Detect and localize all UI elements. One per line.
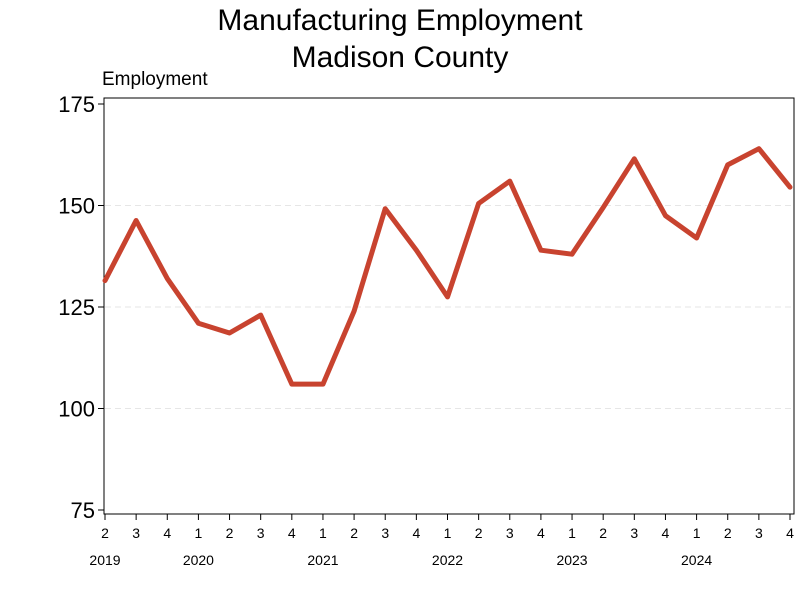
x-tick-label-quarter: 2 xyxy=(350,525,358,541)
data-point xyxy=(165,276,170,281)
x-tick-label-quarter: 4 xyxy=(662,525,670,541)
x-tick-label-quarter: 2 xyxy=(226,525,234,541)
x-tick-label-quarter: 1 xyxy=(444,525,452,541)
data-point xyxy=(538,248,543,253)
x-tick-label-year: 2023 xyxy=(556,552,587,568)
data-point xyxy=(196,321,201,326)
chart-subtitle: Madison County xyxy=(291,41,509,74)
x-tick-label-year: 2022 xyxy=(432,552,463,568)
data-point xyxy=(445,294,450,299)
x-tick-label-year: 2019 xyxy=(89,552,120,568)
x-tick-label-year: 2020 xyxy=(183,552,214,568)
gridlines xyxy=(105,205,793,409)
x-tick-label-quarter: 1 xyxy=(568,525,576,541)
y-axis: 75 100 125 150 175 xyxy=(58,92,104,523)
y-tick-label: 175 xyxy=(58,92,95,117)
x-tick-label-quarter: 4 xyxy=(412,525,420,541)
data-point xyxy=(134,218,139,223)
data-point xyxy=(632,156,637,161)
data-point xyxy=(227,330,232,335)
x-tick-label-quarter: 4 xyxy=(288,525,296,541)
plot-area-frame xyxy=(103,97,795,515)
data-point xyxy=(383,206,388,211)
y-tick-label: 100 xyxy=(58,397,95,422)
x-tick-label-quarter: 1 xyxy=(693,525,701,541)
x-tick-label-quarter: 3 xyxy=(132,525,140,541)
x-tick-label-quarter: 3 xyxy=(506,525,514,541)
series-line xyxy=(102,146,793,387)
series-layer xyxy=(102,146,793,387)
data-point xyxy=(725,162,730,167)
data-point xyxy=(694,235,699,240)
y-tick-label: 75 xyxy=(71,498,95,523)
data-point xyxy=(352,309,357,314)
x-tick-label-quarter: 3 xyxy=(381,525,389,541)
x-tick-label-quarter: 2 xyxy=(101,525,109,541)
x-tick-label-quarter: 2 xyxy=(475,525,483,541)
x-tick-label-quarter: 2 xyxy=(724,525,732,541)
data-point xyxy=(289,382,294,387)
data-point xyxy=(788,185,792,190)
data-point xyxy=(258,313,263,318)
chart-title: Manufacturing Employment xyxy=(217,4,583,37)
x-tick-label-quarter: 1 xyxy=(195,525,203,541)
x-tick-label-quarter: 4 xyxy=(537,525,545,541)
data-point xyxy=(103,278,107,283)
y-axis-label: Employment xyxy=(102,69,208,90)
data-point xyxy=(320,382,325,387)
x-tick-label-quarter: 3 xyxy=(257,525,265,541)
y-tick-label: 150 xyxy=(58,194,95,219)
x-tick-label-quarter: 3 xyxy=(630,525,638,541)
y-tick-label: 125 xyxy=(58,295,95,320)
data-point xyxy=(476,201,481,206)
x-tick-label-quarter: 4 xyxy=(163,525,171,541)
x-axis: 2 2019 3 4 1 2020 2 3 4 1 2021 2 3 4 1 2022 2 3 4 1 2023 2 3 4 1… xyxy=(89,514,794,568)
chart-title-block: Manufacturing Employment Madison County xyxy=(0,2,800,76)
data-point xyxy=(570,252,575,257)
data-point xyxy=(601,205,606,210)
data-point xyxy=(414,248,419,253)
x-tick-label-quarter: 4 xyxy=(786,525,794,541)
data-point xyxy=(663,213,668,218)
data-point xyxy=(756,146,761,151)
x-tick-label-quarter: 2 xyxy=(599,525,607,541)
x-tick-label-quarter: 3 xyxy=(755,525,763,541)
x-tick-label-year: 2024 xyxy=(681,552,712,568)
data-point xyxy=(507,179,512,184)
x-tick-label-year: 2021 xyxy=(307,552,338,568)
x-tick-label-quarter: 1 xyxy=(319,525,327,541)
